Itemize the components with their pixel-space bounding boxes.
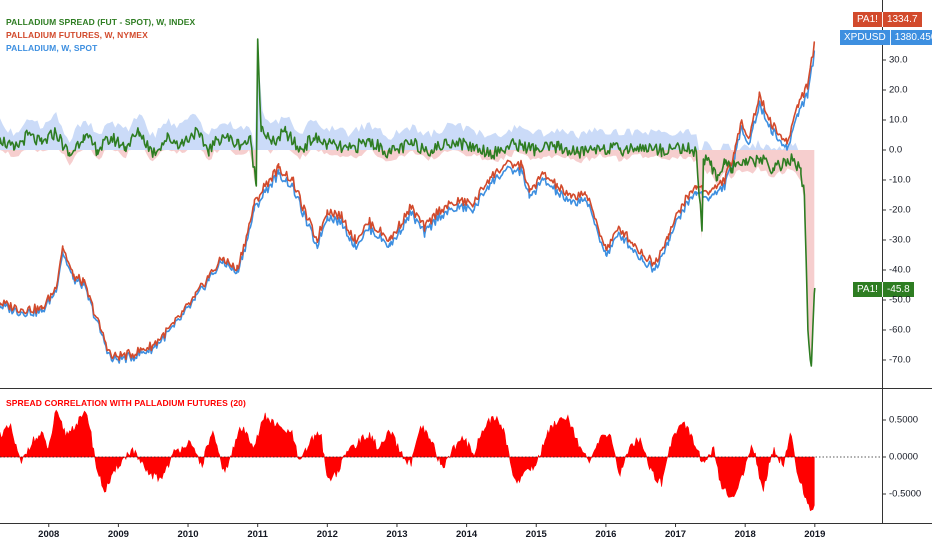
spot-line <box>0 50 816 364</box>
y-tick-label: -30.0 <box>889 234 911 246</box>
futures-tag-symbol: PA1! <box>857 14 878 25</box>
x-tick-label: 2016 <box>595 529 617 540</box>
futures-tag-value: 1334.7 <box>886 14 918 25</box>
x-tick-label: 2015 <box>525 529 547 540</box>
corr-y-tick-label: 0.5000 <box>889 414 919 426</box>
y-tick-label: -40.0 <box>889 264 911 276</box>
x-tick-label: 2017 <box>664 529 687 540</box>
corr-y-tick-label: 0.0000 <box>889 451 919 463</box>
spot-price-tag: XPDUSD 1380.450 <box>840 30 932 45</box>
legend-futures[interactable]: PALLADIUM FUTURES, W, NYMEX <box>6 30 148 40</box>
x-tick-label: 2008 <box>38 529 60 540</box>
futures-price-tag: PA1! 1334.7 <box>853 12 922 27</box>
x-tick-label: 2014 <box>456 529 478 540</box>
x-tick-label: 2009 <box>107 529 129 540</box>
x-tick-label: 2019 <box>804 529 826 540</box>
y-tick-label: 30.0 <box>889 54 908 66</box>
y-tick-label: 0.0 <box>889 144 903 156</box>
y-tick-label: -70.0 <box>889 354 911 366</box>
spread-line <box>0 38 816 367</box>
correlation-panel <box>0 409 882 512</box>
y-tick-label: -60.0 <box>889 324 911 336</box>
x-tick-label: 2010 <box>177 529 199 540</box>
y-tick-label: -50.0 <box>889 294 911 306</box>
spread-tag-value: -45.8 <box>886 284 910 295</box>
axes <box>0 0 932 527</box>
spot-tag-value: 1380.450 <box>894 32 932 43</box>
spread-tag-symbol: PA1! <box>857 284 878 295</box>
x-tick-label: 2012 <box>316 529 338 540</box>
corr-y-tick-label: -0.5000 <box>889 488 922 500</box>
legend-correlation[interactable]: SPREAD CORRELATION WITH PALLADIUM FUTURE… <box>6 398 246 408</box>
spot-tag-symbol: XPDUSD <box>844 32 886 43</box>
x-tick-label: 2018 <box>734 529 756 540</box>
legend-spread[interactable]: PALLADIUM SPREAD (FUT - SPOT), W, INDEX <box>6 17 196 27</box>
price-lines <box>0 38 816 367</box>
y-tick-label: -10.0 <box>889 174 911 186</box>
spread-positive-fill <box>0 74 815 150</box>
futures-line <box>0 41 816 361</box>
correlation-area <box>0 409 815 512</box>
legend-spot[interactable]: PALLADIUM, W, SPOT <box>6 43 98 53</box>
y-tick-label: 10.0 <box>889 114 908 126</box>
x-tick-label: 2013 <box>386 529 408 540</box>
spread-negative-fill <box>0 150 815 368</box>
x-tick-label: 2011 <box>247 529 268 540</box>
spread-value-tag: PA1! -45.8 <box>853 282 914 297</box>
y-tick-label: 20.0 <box>889 84 908 96</box>
y-tick-label: -20.0 <box>889 204 911 216</box>
spread-fill-area <box>0 74 815 368</box>
